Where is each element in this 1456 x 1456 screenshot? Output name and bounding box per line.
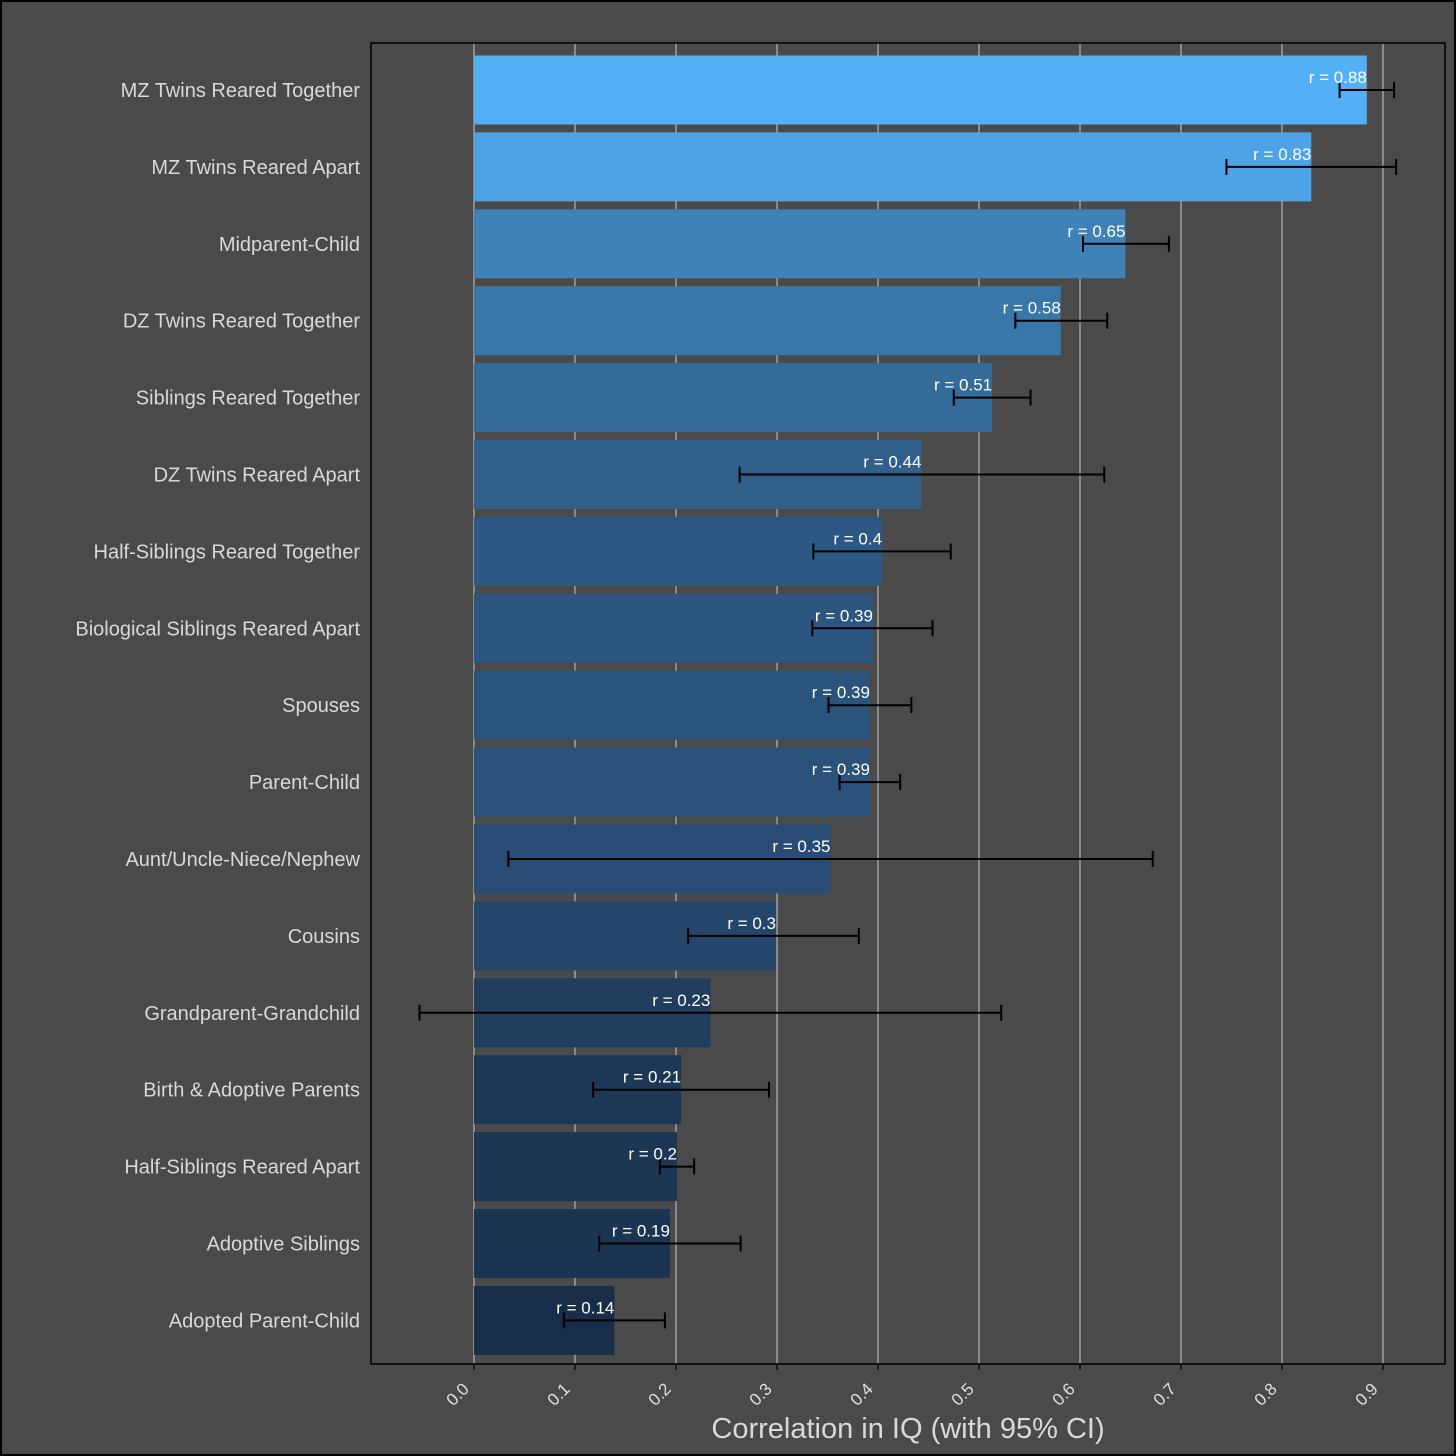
value-label: r = 0.39	[812, 760, 870, 779]
category-label: Siblings Reared Together	[136, 388, 361, 410]
bar	[474, 1132, 678, 1202]
bars	[474, 55, 1367, 1355]
plot-border	[370, 42, 1446, 1365]
category-label: Half-Siblings Reared Together	[94, 541, 361, 563]
x-axis-title: Correlation in IQ (with 95% CI)	[711, 1413, 1104, 1445]
category-label: Adoptive Siblings	[207, 1234, 360, 1256]
bar	[474, 55, 1367, 125]
category-label: Birth & Adoptive Parents	[143, 1080, 360, 1102]
value-label: r = 0.65	[1067, 222, 1125, 241]
bar	[474, 747, 870, 817]
category-label: DZ Twins Reared Together	[123, 311, 360, 333]
value-labels: r = 0.88 r = 0.83 r = 0.65 r = 0.58 r = 0.51…	[556, 68, 1367, 1317]
category-label: Midparent-Child	[219, 234, 360, 256]
category-label: Adopted Parent-Child	[169, 1310, 360, 1332]
value-label: r = 0.39	[812, 683, 870, 702]
value-label: r = 0.83	[1253, 145, 1311, 164]
bar	[474, 286, 1061, 356]
value-label: r = 0.3	[727, 914, 776, 933]
category-label: Aunt/Uncle-Niece/Nephew	[125, 849, 360, 871]
value-label: r = 0.2	[628, 1145, 677, 1164]
value-label: r = 0.21	[623, 1068, 681, 1087]
category-label: Spouses	[282, 695, 360, 717]
category-label: Parent-Child	[249, 772, 360, 794]
category-label: DZ Twins Reared Apart	[154, 465, 361, 487]
value-label: r = 0.23	[652, 991, 710, 1010]
category-label: MZ Twins Reared Apart	[151, 157, 360, 179]
bar	[474, 132, 1312, 202]
value-label: r = 0.58	[1003, 299, 1061, 318]
category-label: MZ Twins Reared Together	[121, 80, 361, 102]
value-label: r = 0.14	[556, 1298, 614, 1317]
value-label: r = 0.19	[612, 1222, 670, 1241]
category-label: Biological Siblings Reared Apart	[75, 618, 360, 640]
value-label: r = 0.88	[1309, 68, 1367, 87]
value-label: r = 0.39	[815, 606, 873, 625]
category-label: Grandparent-Grandchild	[144, 1003, 360, 1025]
value-label: r = 0.35	[772, 837, 830, 856]
bar	[474, 593, 873, 663]
error-bars	[418, 82, 1398, 1329]
category-label: Half-Siblings Reared Apart	[124, 1157, 360, 1179]
bar	[474, 209, 1126, 279]
value-label: r = 0.4	[833, 529, 882, 548]
category-label: Cousins	[288, 926, 360, 948]
bar	[474, 363, 993, 433]
value-label: r = 0.44	[863, 453, 921, 472]
value-label: r = 0.51	[934, 376, 992, 395]
category-labels: MZ Twins Reared Together MZ Twins Reared …	[75, 80, 360, 1332]
bar	[474, 670, 870, 740]
